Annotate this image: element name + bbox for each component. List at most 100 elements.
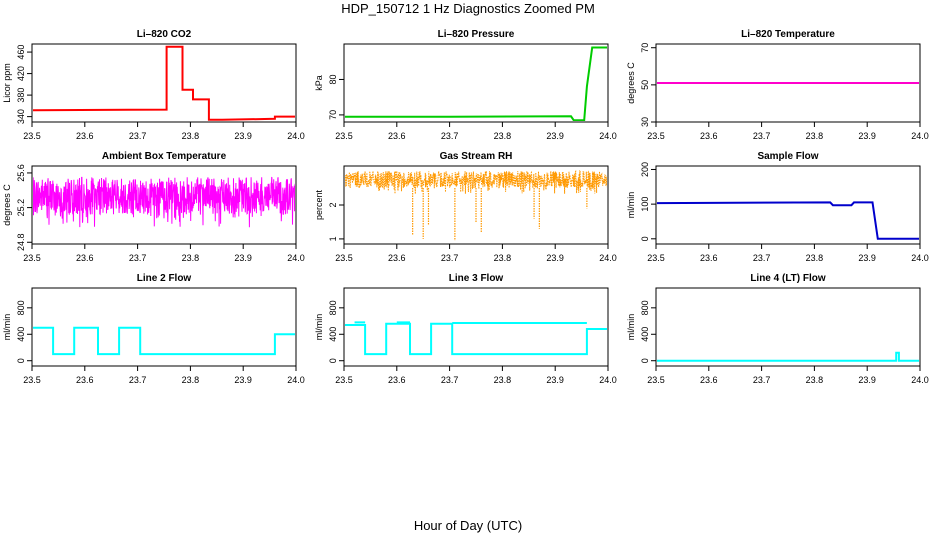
panel-4: Ambient Box Temperature 23.5 23.6 23.7 23.8 2… [2, 151, 305, 263]
plot-frame [343, 43, 609, 123]
x-tick-label: 23.6 [76, 253, 94, 263]
x-tick-label: 23.5 [335, 131, 353, 141]
series-line [33, 176, 295, 228]
panel-title: Gas Stream RH [440, 151, 513, 162]
y-axis-label: degrees C [2, 184, 12, 226]
x-tick-label: 23.9 [858, 375, 876, 385]
series-group [345, 321, 607, 356]
y-tick-label: 100 [640, 197, 650, 212]
y-tick-label: 380 [16, 88, 26, 103]
y-tick-label: 420 [16, 66, 26, 81]
y-tick-label: 30 [640, 117, 650, 127]
panel-title: Li–820 CO2 [137, 29, 192, 40]
x-axis-label: Hour of Day (UTC) [413, 518, 523, 533]
x-tick-label: 23.7 [441, 375, 459, 385]
x-tick-label: 23.6 [76, 131, 94, 141]
x-tick-label: 23.8 [806, 375, 824, 385]
y-axis-label: percent [314, 189, 324, 220]
plot-frame [655, 165, 921, 245]
y-tick-label: 400 [640, 327, 650, 342]
x-tick-label: 24.0 [287, 375, 305, 385]
x-tick-label: 23.5 [335, 253, 353, 263]
x-tick-label: 23.9 [546, 375, 564, 385]
x-tick-label: 23.8 [806, 253, 824, 263]
x-tick-label: 23.6 [700, 253, 718, 263]
panel-3: Li–820 Temperature 23.5 23.6 23.7 23.8 23.9 24… [626, 29, 929, 141]
x-tick-label: 23.7 [441, 253, 459, 263]
series-group [345, 46, 607, 121]
panel-7: Line 2 Flow 23.5 23.6 23.7 23.8 23.9 24.0 0 400 8… [2, 273, 305, 385]
y-tick-label: 340 [16, 109, 26, 124]
x-tick-label: 23.9 [234, 253, 252, 263]
panel-6: Sample Flow 23.5 23.6 23.7 23.8 23.9 24.0 0 100 2… [626, 151, 929, 263]
series-group [33, 326, 295, 356]
series-line [657, 351, 919, 362]
x-tick-label: 23.8 [182, 375, 200, 385]
x-tick-label: 23.9 [234, 131, 252, 141]
x-tick-label: 23.7 [129, 253, 147, 263]
series-group [345, 170, 607, 241]
x-tick-label: 24.0 [599, 131, 617, 141]
x-tick-label: 23.8 [494, 253, 512, 263]
y-tick-label: 800 [16, 300, 26, 315]
series-group [657, 351, 919, 362]
x-tick-label: 24.0 [911, 253, 929, 263]
x-tick-label: 23.6 [700, 375, 718, 385]
x-tick-label: 23.5 [647, 131, 665, 141]
y-axis-label: ml/min [626, 314, 636, 341]
series-group [33, 45, 295, 121]
panel-title: Line 4 (LT) Flow [750, 273, 826, 284]
series-line [345, 322, 607, 356]
plot-frame [655, 287, 921, 367]
x-tick-label: 23.7 [753, 253, 771, 263]
panel-1: Li–820 CO2 23.5 23.6 23.7 23.8 23.9 24.0 340 380… [2, 29, 305, 141]
panel-title: Line 3 Flow [449, 273, 504, 284]
x-tick-label: 24.0 [287, 131, 305, 141]
panel-title: Li–820 Temperature [741, 29, 835, 40]
x-tick-label: 23.6 [76, 375, 94, 385]
x-tick-label: 23.7 [129, 375, 147, 385]
x-tick-label: 23.8 [182, 131, 200, 141]
plot-frame [31, 287, 297, 367]
y-tick-label: 800 [328, 300, 338, 315]
x-tick-label: 23.5 [647, 253, 665, 263]
panel-title: Ambient Box Temperature [102, 151, 227, 162]
x-tick-label: 24.0 [911, 131, 929, 141]
x-tick-label: 23.8 [494, 131, 512, 141]
y-tick-label: 200 [640, 162, 650, 177]
series-line [33, 45, 295, 121]
panel-title: Sample Flow [757, 151, 818, 162]
y-axis-label: ml/min [2, 314, 12, 341]
x-tick-label: 23.7 [129, 131, 147, 141]
x-tick-label: 23.5 [23, 375, 41, 385]
x-tick-label: 24.0 [599, 375, 617, 385]
y-tick-label: 0 [640, 236, 650, 241]
x-tick-label: 23.8 [806, 131, 824, 141]
x-tick-label: 23.9 [546, 131, 564, 141]
plot-frame [31, 43, 297, 123]
x-tick-label: 23.9 [234, 375, 252, 385]
x-tick-label: 24.0 [599, 253, 617, 263]
y-tick-label: 25.6 [16, 164, 26, 182]
panel-5: Gas Stream RH 23.5 23.6 23.7 23.8 23.9 24.0 1 2p… [314, 151, 617, 263]
x-tick-label: 23.6 [388, 253, 406, 263]
series-line [345, 170, 607, 194]
y-tick-label: 0 [640, 358, 650, 363]
y-tick-label: 70 [640, 43, 650, 53]
x-tick-label: 23.6 [388, 375, 406, 385]
series-line [33, 326, 295, 356]
y-axis-label: ml/min [626, 192, 636, 219]
y-tick-label: 0 [328, 358, 338, 363]
x-tick-label: 23.8 [494, 375, 512, 385]
x-tick-label: 23.5 [23, 253, 41, 263]
panel-title: Li–820 Pressure [438, 29, 515, 40]
y-axis-label: kPa [314, 75, 324, 91]
x-tick-label: 24.0 [911, 375, 929, 385]
panel-8: Line 3 Flow 23.5 23.6 23.7 23.8 23.9 24.0 0 400 8… [314, 273, 617, 385]
y-axis-label: ml/min [314, 314, 324, 341]
y-tick-label: 400 [16, 327, 26, 342]
x-tick-label: 23.7 [441, 131, 459, 141]
y-tick-label: 80 [328, 74, 338, 84]
x-tick-label: 23.6 [700, 131, 718, 141]
